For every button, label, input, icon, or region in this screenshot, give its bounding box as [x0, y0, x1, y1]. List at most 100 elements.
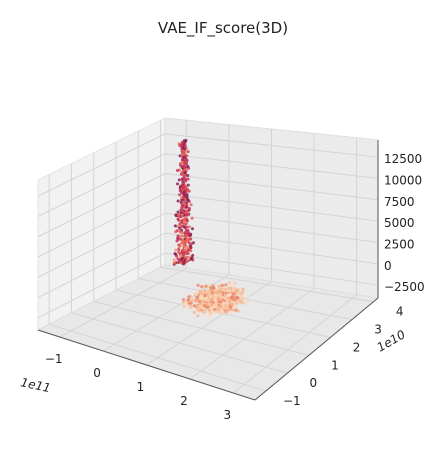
- z-tick-label: 2500: [384, 237, 415, 251]
- data-point: [236, 309, 240, 313]
- data-point: [200, 285, 204, 289]
- data-point: [176, 169, 179, 172]
- data-point: [227, 293, 231, 297]
- data-point: [238, 300, 243, 304]
- data-point: [191, 253, 195, 257]
- data-point: [214, 299, 218, 303]
- data-point: [217, 284, 221, 288]
- data-point: [188, 233, 192, 237]
- data-point: [196, 283, 200, 287]
- x-axis-offset-text: 1e11: [19, 375, 52, 395]
- data-point: [186, 150, 190, 154]
- floor-grid-y: [71, 312, 288, 374]
- y-tick-label: 1: [331, 358, 339, 372]
- back-wall-grid-z: [164, 153, 379, 179]
- y-tick-label: 0: [310, 376, 318, 390]
- data-point: [184, 213, 188, 217]
- data-point: [217, 311, 221, 315]
- left-wall-grid-z: [37, 212, 166, 278]
- data-point: [186, 257, 190, 261]
- data-point: [214, 305, 218, 310]
- data-point: [186, 198, 190, 202]
- data-point: [179, 201, 183, 204]
- data-point: [177, 250, 181, 254]
- data-point: [182, 152, 185, 156]
- data-point: [173, 252, 177, 256]
- data-point: [207, 291, 211, 295]
- data-point: [181, 184, 185, 188]
- data-point: [184, 301, 188, 305]
- floor-grid-y: [160, 266, 374, 303]
- data-point: [207, 308, 211, 312]
- data-point: [177, 212, 180, 216]
- z-tick-label: −2500: [384, 280, 425, 294]
- data-point: [200, 295, 204, 299]
- data-point: [202, 304, 206, 308]
- data-point: [204, 296, 208, 300]
- back-wall-grid-z: [164, 173, 379, 201]
- data-point: [227, 281, 232, 285]
- data-point: [206, 294, 210, 298]
- z-tick-label: 12500: [384, 152, 422, 166]
- tick-labels: −10123−101234−25000250050007500100001250…: [45, 152, 425, 422]
- y-axis-line: [254, 297, 379, 401]
- left-wall-grid-z: [37, 173, 166, 238]
- data-point: [180, 198, 184, 202]
- data-point: [229, 305, 233, 309]
- data-point: [180, 219, 184, 223]
- data-point: [176, 199, 180, 203]
- data-point: [189, 237, 193, 241]
- data-point: [190, 299, 194, 303]
- data-point: [198, 299, 202, 303]
- data-point: [174, 248, 178, 252]
- data-point: [207, 314, 211, 319]
- data-point: [222, 303, 226, 307]
- data-point: [182, 149, 186, 153]
- data-point: [178, 230, 182, 234]
- data-point: [183, 178, 187, 181]
- data-point: [176, 234, 180, 238]
- data-point: [180, 206, 184, 210]
- x-axis-line: [37, 329, 256, 401]
- data-point: [179, 189, 183, 193]
- data-point: [226, 307, 230, 311]
- data-point: [200, 289, 205, 293]
- data-point: [220, 310, 224, 314]
- data-point: [173, 224, 177, 228]
- data-point: [187, 248, 191, 252]
- y-tick-label: 4: [396, 305, 404, 319]
- data-point: [183, 140, 187, 144]
- floor-grid-x: [146, 281, 272, 366]
- data-point: [185, 162, 188, 166]
- back-wall-grid-z: [164, 133, 379, 158]
- back-wall-grid-z: [164, 252, 379, 286]
- y-tick-label: 2: [353, 340, 361, 354]
- data-point: [190, 256, 194, 260]
- floor-grid-x: [59, 267, 187, 338]
- left-wall-grid-z: [37, 133, 166, 197]
- data-point: [186, 165, 190, 168]
- data-point: [187, 208, 191, 212]
- data-point: [181, 238, 185, 242]
- data-point: [190, 216, 194, 220]
- data-point: [196, 314, 200, 318]
- data-point: [197, 307, 201, 312]
- data-point: [178, 227, 182, 231]
- data-point: [184, 252, 188, 256]
- data-point: [187, 295, 191, 299]
- data-point: [179, 258, 183, 262]
- back-wall-grid-z: [164, 212, 379, 243]
- data-point: [178, 185, 182, 189]
- y-tick-label: −1: [283, 394, 301, 408]
- data-point: [241, 287, 245, 291]
- left-wall-grid-z: [37, 252, 166, 319]
- data-point: [208, 310, 212, 315]
- data-point: [191, 227, 194, 231]
- data-point: [178, 193, 182, 197]
- data-point: [223, 295, 227, 299]
- data-point: [182, 261, 186, 264]
- data-point: [188, 304, 193, 308]
- data-point: [219, 289, 223, 293]
- data-point: [186, 177, 190, 181]
